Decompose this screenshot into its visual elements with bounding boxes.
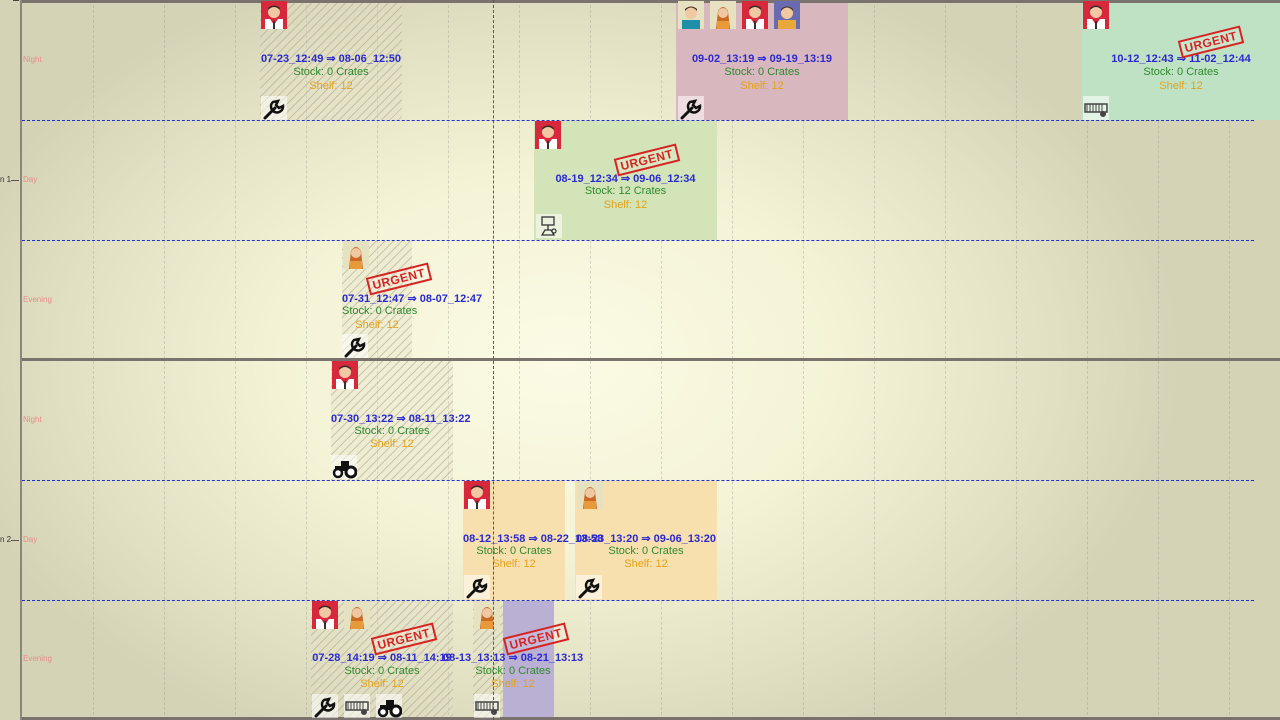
current-time-line xyxy=(493,0,494,720)
task-stock: Stock: 0 Crates xyxy=(293,66,369,78)
task-date-range: 08-23_13:20 ⇒ 09-06_13:20 xyxy=(575,533,717,545)
task-stock: Stock: 0 Crates xyxy=(1143,66,1219,78)
task-shelf: Shelf: 12 xyxy=(624,558,668,570)
task-shelf: Shelf: 12 xyxy=(370,438,414,450)
man-avatar-icon[interactable] xyxy=(742,1,768,29)
task-shelf: Shelf: 12 xyxy=(740,80,784,92)
row-label-night: Night xyxy=(23,415,42,424)
top-border xyxy=(22,0,1280,3)
group-label: n 1 xyxy=(0,175,12,184)
task-shelf: Shelf: 12 xyxy=(492,558,536,570)
group-separator xyxy=(22,358,1280,361)
task-stock: Stock: 0 Crates xyxy=(342,305,418,317)
task-stock: Stock: 0 Crates xyxy=(608,545,684,557)
bottom-border xyxy=(22,717,1280,720)
man-avatar-icon[interactable] xyxy=(1083,1,1109,29)
man-avatar-icon[interactable] xyxy=(464,481,490,509)
row-divider xyxy=(22,120,1254,121)
task-date-range: 08-13_13:13 ⇒ 08-21_13:13 xyxy=(443,652,584,664)
task-stock: Stock: 0 Crates xyxy=(476,545,552,557)
task-labels: 08-13_13:13 ⇒ 08-21_13:13 Stock: 0 Crate… xyxy=(443,601,583,717)
task-date-range: 09-02_13:19 ⇒ 09-19_13:19 xyxy=(691,53,833,65)
group-tick xyxy=(11,180,19,181)
wrench-icon[interactable] xyxy=(342,334,368,358)
task-shelf: Shelf: 12 xyxy=(1159,80,1203,92)
row-label-day: Day xyxy=(23,175,38,184)
man-purple-avatar-icon[interactable] xyxy=(774,1,800,29)
man-blue-avatar-icon[interactable] xyxy=(678,1,704,29)
axis-tick xyxy=(13,0,19,1)
woman-avatar-icon[interactable] xyxy=(710,1,736,29)
task-bar[interactable]: 10-12_12:43 ⇒ 11-02_12:44 Stock: 0 Crate… xyxy=(1082,3,1280,120)
woman-avatar-icon[interactable] xyxy=(344,601,370,629)
task-bar[interactable]: 08-19_12:34 ⇒ 09-06_12:34 Stock: 12 Crat… xyxy=(534,121,717,240)
row-label-day: Day xyxy=(23,535,38,544)
task-shelf: Shelf: 12 xyxy=(603,199,648,211)
row-divider xyxy=(22,600,1254,601)
task-date-range: 07-30_13:22 ⇒ 08-11_13:22 xyxy=(331,413,471,425)
task-date-range: 08-12_13:58 ⇒ 08-22_13:58 xyxy=(463,533,604,545)
woman-avatar-icon[interactable] xyxy=(577,481,603,509)
task-date-range: 10-12_12:43 ⇒ 11-02_12:44 xyxy=(1111,53,1251,65)
task-stock: Stock: 12 Crates xyxy=(584,185,667,197)
row-label-night: Night xyxy=(23,55,42,64)
man-avatar-icon[interactable] xyxy=(312,601,338,629)
tractor-icon[interactable] xyxy=(376,694,402,718)
task-shelf: Shelf: 12 xyxy=(491,678,535,690)
harvester-icon[interactable] xyxy=(1083,96,1109,120)
wrench-icon[interactable] xyxy=(261,96,287,120)
task-stock: Stock: 0 Crates xyxy=(344,665,420,677)
row-label-evening: Evening xyxy=(23,654,52,663)
y-axis xyxy=(20,0,22,720)
wrench-icon[interactable] xyxy=(678,96,704,120)
task-shelf: Shelf: 12 xyxy=(360,678,404,690)
task-stock: Stock: 0 Crates xyxy=(354,425,430,437)
row-divider xyxy=(22,240,1254,241)
harvester-icon[interactable] xyxy=(344,694,370,718)
worker-icon[interactable] xyxy=(536,214,562,238)
task-date-range: 07-23_12:49 ⇒ 08-06_12:50 xyxy=(260,53,402,65)
man-avatar-icon[interactable] xyxy=(535,121,561,149)
task-shelf: Shelf: 12 xyxy=(309,80,353,92)
wrench-icon[interactable] xyxy=(312,694,338,718)
man-avatar-icon[interactable] xyxy=(332,361,358,389)
task-stock: Stock: 0 Crates xyxy=(724,66,800,78)
task-stock: Stock: 0 Crates xyxy=(475,665,551,677)
task-bar[interactable] xyxy=(503,601,554,717)
woman-avatar-icon[interactable] xyxy=(474,601,500,629)
tractor-icon[interactable] xyxy=(331,455,357,479)
wrench-icon[interactable] xyxy=(464,575,490,599)
group-tick xyxy=(11,540,19,541)
row-divider xyxy=(22,480,1254,481)
woman-avatar-icon[interactable] xyxy=(343,241,369,269)
group-label: n 2 xyxy=(0,535,12,544)
task-date-range: 07-28_14:19 ⇒ 08-11_14:19 xyxy=(312,652,452,664)
harvester-icon[interactable] xyxy=(474,694,500,718)
task-date-range: 07-31_12:47 ⇒ 08-07_12:47 xyxy=(342,293,483,305)
task-shelf: Shelf: 12 xyxy=(355,319,399,331)
task-date-range: 08-19_12:34 ⇒ 09-06_12:34 xyxy=(555,173,696,185)
wrench-icon[interactable] xyxy=(576,575,602,599)
row-label-evening: Evening xyxy=(23,295,52,304)
man-avatar-icon[interactable] xyxy=(261,1,287,29)
